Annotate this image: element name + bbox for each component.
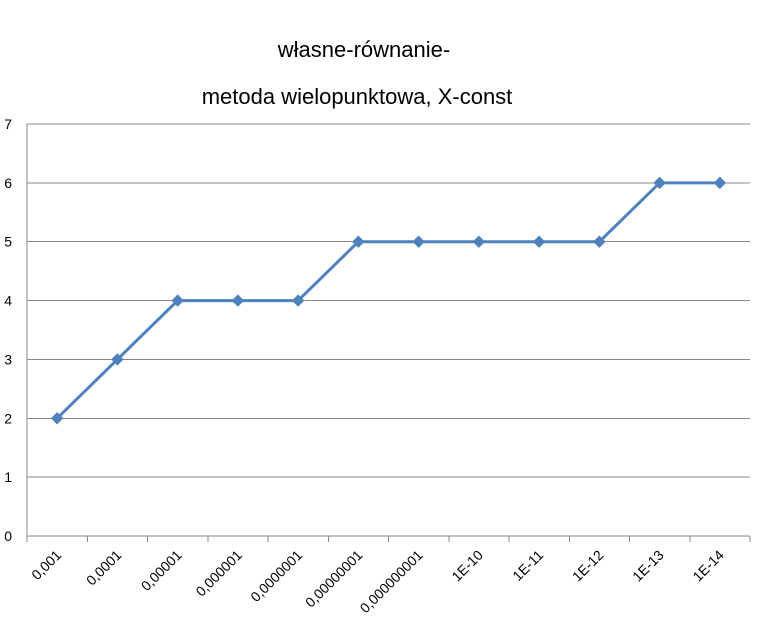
y-tick-label: 0 bbox=[4, 528, 12, 544]
x-tick-label: 0,0001 bbox=[83, 547, 125, 589]
y-axis-tick-labels: 0 1 2 3 4 5 6 7 bbox=[4, 116, 12, 544]
y-tick-label: 4 bbox=[4, 293, 12, 309]
x-tick-label: 0,00000001 bbox=[302, 547, 366, 611]
data-point-marker bbox=[532, 235, 546, 248]
data-point-marker bbox=[352, 235, 365, 248]
data-point-marker bbox=[713, 176, 727, 190]
y-tick-label: 7 bbox=[4, 116, 12, 132]
series-line bbox=[55, 181, 722, 420]
gridlines bbox=[27, 123, 750, 478]
y-tick-label: 3 bbox=[4, 351, 12, 367]
data-point-marker bbox=[412, 235, 425, 248]
chart-subtitle: metoda wielopunktowa, X-const bbox=[202, 84, 513, 109]
data-point-marker bbox=[472, 235, 486, 248]
x-tick-label: 0,0000001 bbox=[247, 547, 305, 605]
data-point-marker bbox=[50, 412, 64, 425]
data-point-marker bbox=[291, 294, 305, 307]
x-tick-label: 1E-11 bbox=[509, 547, 546, 584]
data-point-marker bbox=[593, 235, 606, 248]
series-layer bbox=[50, 176, 727, 425]
data-point-marker bbox=[171, 294, 184, 307]
data-point-marker bbox=[653, 176, 666, 190]
x-tick-label: 1E-14 bbox=[689, 547, 727, 585]
x-tick-label: 1E-12 bbox=[569, 547, 607, 585]
x-tick-label: 0,000000001 bbox=[357, 547, 426, 616]
axes bbox=[26, 124, 751, 542]
x-tick-label: 0,00001 bbox=[138, 547, 185, 594]
x-axis-tick-labels: 0,001 0,0001 0,00001 0,000001 0,00000010,000… bbox=[28, 547, 727, 616]
chart-title: własne-równanie- bbox=[277, 37, 450, 62]
x-tick-label: 0,000001 bbox=[192, 547, 245, 600]
y-tick-label: 6 bbox=[4, 175, 12, 191]
x-tick-label: 1E-10 bbox=[448, 547, 486, 585]
y-tick-label: 5 bbox=[4, 234, 12, 250]
data-point-marker bbox=[111, 353, 124, 366]
data-point-marker bbox=[231, 294, 245, 307]
y-tick-label: 1 bbox=[4, 469, 12, 485]
y-tick-label: 2 bbox=[4, 410, 12, 426]
x-tick-label: 1E-13 bbox=[629, 547, 667, 585]
x-tick-label: 0,001 bbox=[28, 547, 64, 583]
